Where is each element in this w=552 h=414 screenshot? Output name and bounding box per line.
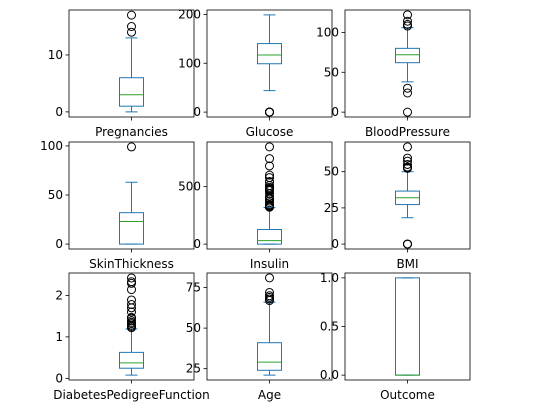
bloodpressure-outlier (403, 16, 412, 26)
glucose-x-label: Glucose (246, 125, 294, 139)
glucose-outlier (265, 107, 274, 117)
age-y-tick-label: 25 (186, 362, 201, 376)
diabetespedigreefunction-outlier (127, 307, 136, 317)
outcome-x-label: Outcome (380, 388, 435, 402)
diabetespedigreefunction-outlier (127, 312, 136, 322)
bmi-outlier (403, 239, 412, 249)
bmi-y-tick-label: 0 (331, 237, 339, 251)
diabetespedigreefunction-outlier (127, 295, 136, 305)
bloodpressure-outlier (403, 107, 412, 117)
bloodpressure-y-tick-label: 100 (316, 25, 339, 39)
bmi-x-label: BMI (396, 257, 418, 271)
outcome-axes-frame (344, 272, 471, 381)
glucose-y-tick-label: 0 (193, 105, 201, 119)
pregnancies-y-tick-label: 0 (55, 105, 63, 119)
pregnancies-box (119, 77, 144, 107)
pregnancies-outlier (127, 22, 136, 32)
diabetespedigreefunction-outlier (127, 300, 136, 310)
age-x-label: Age (258, 388, 281, 402)
insulin-outlier (265, 173, 274, 183)
bmi-outlier (403, 153, 412, 163)
bmi-outlier (403, 156, 412, 166)
age-outlier (265, 291, 274, 301)
glucose-y-tick-label: 200 (178, 7, 201, 21)
pregnancies-outlier (127, 27, 136, 37)
skinthickness-y-tick-label: 50 (48, 188, 63, 202)
glucose-y-tick-label: 100 (178, 56, 201, 70)
insulin-box (257, 229, 282, 245)
insulin-outlier (265, 142, 274, 152)
outcome-y-tick-label: 0.5 (320, 320, 339, 334)
insulin-y-tick-label: 0 (193, 237, 201, 251)
age-outlier (265, 273, 274, 283)
diabetespedigreefunction-outlier (127, 273, 136, 283)
glucose-box (257, 43, 282, 65)
pregnancies-y-tick-label: 10 (48, 48, 63, 62)
bmi-outlier (403, 159, 412, 169)
pregnancies-outlier (127, 10, 136, 20)
bloodpressure-outlier (403, 88, 412, 98)
bloodpressure-y-tick-label: 50 (324, 65, 339, 79)
skinthickness-outlier (127, 142, 136, 152)
diabetespedigreefunction-outlier (127, 277, 136, 287)
outcome-y-tick-label: 0.0 (320, 368, 339, 382)
diabetespedigreefunction-y-tick-label: 1 (55, 330, 63, 344)
bmi-outlier (403, 142, 412, 152)
age-y-tick-label: 50 (186, 321, 201, 335)
bmi-axes-frame (344, 141, 471, 250)
bloodpressure-y-tick-label: 0 (331, 105, 339, 119)
bloodpressure-box (395, 47, 420, 64)
bloodpressure-outlier (403, 10, 412, 20)
bmi-y-tick-label: 25 (324, 201, 339, 215)
skinthickness-y-tick-label: 100 (40, 139, 63, 153)
bmi-outlier (403, 162, 412, 172)
age-outlier (265, 287, 274, 297)
age-y-tick-label: 75 (186, 281, 201, 295)
insulin-outlier (265, 161, 274, 171)
skinthickness-box (119, 212, 144, 245)
diabetespedigreefunction-y-tick-label: 0 (55, 371, 63, 385)
skinthickness-y-tick-label: 0 (55, 237, 63, 251)
insulin-y-tick-label: 500 (178, 180, 201, 194)
insulin-outlier (265, 170, 274, 180)
diabetespedigreefunction-outlier (127, 316, 136, 326)
outcome-y-tick-label: 1.0 (320, 271, 339, 285)
outcome-box (395, 277, 420, 376)
bmi-y-tick-label: 50 (324, 165, 339, 179)
diabetespedigreefunction-x-label: DiabetesPedigreeFunction (53, 388, 210, 402)
diabetespedigreefunction-y-tick-label: 2 (55, 288, 63, 302)
pregnancies-x-label: Pregnancies (95, 125, 168, 139)
diabetespedigreefunction-box (119, 351, 144, 369)
insulin-outlier (265, 176, 274, 186)
bloodpressure-x-label: BloodPressure (365, 125, 450, 139)
bloodpressure-outlier (403, 19, 412, 29)
bloodpressure-outlier (403, 83, 412, 93)
insulin-x-label: Insulin (250, 257, 289, 271)
skinthickness-x-label: SkinThickness (89, 257, 174, 271)
insulin-outlier (265, 154, 274, 164)
age-box (257, 342, 282, 371)
